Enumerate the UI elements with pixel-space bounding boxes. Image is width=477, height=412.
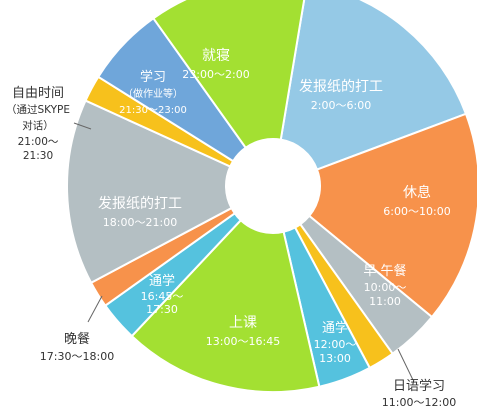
slice-name: 休息 xyxy=(403,184,431,201)
slice-0 xyxy=(279,0,468,171)
slice-name: 就寝 xyxy=(202,47,230,64)
slice-time: 6:00～10:00 xyxy=(383,205,450,218)
slice-8 xyxy=(66,99,233,285)
slice-label-10: 学习（做作业等） 21:30～23:00 xyxy=(119,69,187,116)
leader-lines-layer xyxy=(73,122,414,381)
slice-label-7: 晚餐 17:30～18:00 xyxy=(40,331,114,363)
slice-time: 18:00～21:00 xyxy=(103,216,177,229)
slice-time: 2:00～6:00 xyxy=(311,99,371,112)
slice-label-5: 上课 13:00～16:45 xyxy=(206,315,280,348)
slice-time: 21:30～23:00 xyxy=(119,105,187,116)
slice-time: 12:00～ 13:00 xyxy=(314,338,357,365)
slice-name: 晚餐 xyxy=(64,331,90,347)
slice-time: 16:45～ 17:30 xyxy=(141,290,184,316)
slice-name: 发报纸的打工 xyxy=(98,195,182,212)
slice-name: 学习（做作业等） xyxy=(123,69,183,100)
slice-time: 10:00～ 11:00 xyxy=(364,281,407,308)
slice-label-8: 发报纸的打工 18:00～21:00 xyxy=(98,195,182,229)
leader-line-3 xyxy=(397,348,414,381)
slice-time: 13:00～16:45 xyxy=(206,335,280,348)
slice-label-2: 早 午餐 10:00～ 11:00 xyxy=(363,263,406,308)
labels-layer: 发报纸的打工 2:00～6:00 休息 6:00～10:00 早 午餐 10:00～ 11:… xyxy=(6,47,456,409)
slice-label-4: 通学 12:00～ 13:00 xyxy=(314,320,357,365)
slice-label-3: 日语学习 11:00～12:00 xyxy=(382,378,456,409)
leader-line-9 xyxy=(73,122,92,130)
slice-5 xyxy=(130,218,321,393)
slice-label-0: 发报纸的打工 2:00～6:00 xyxy=(299,78,383,112)
slice-time: 11:00～12:00 xyxy=(382,396,456,409)
leader-line-7 xyxy=(87,295,103,323)
slices-layer xyxy=(66,0,477,393)
slice-label-9: 自由时间（通过SKYPE 对话） 21:00～ 21:30 xyxy=(6,86,70,162)
slice-time: 21:00～ 21:30 xyxy=(18,136,59,162)
slice-label-1: 休息 6:00～10:00 xyxy=(383,184,450,218)
slice-name: 通学 xyxy=(149,273,175,289)
slice-name: 早 午餐 xyxy=(363,263,406,279)
slice-name: 上课 xyxy=(229,315,257,331)
slice-name: 自由时间（通过SKYPE 对话） xyxy=(6,86,70,132)
slice-name: 发报纸的打工 xyxy=(299,78,383,95)
slice-1 xyxy=(307,112,477,319)
slice-time: 17:30～18:00 xyxy=(40,350,114,363)
slice-name: 通学 xyxy=(322,320,348,336)
slice-name: 日语学习 xyxy=(393,378,445,394)
slice-11 xyxy=(151,0,306,150)
slice-label-11: 就寝 23:00～2:00 xyxy=(182,47,249,81)
slice-time: 23:00～2:00 xyxy=(182,68,249,81)
